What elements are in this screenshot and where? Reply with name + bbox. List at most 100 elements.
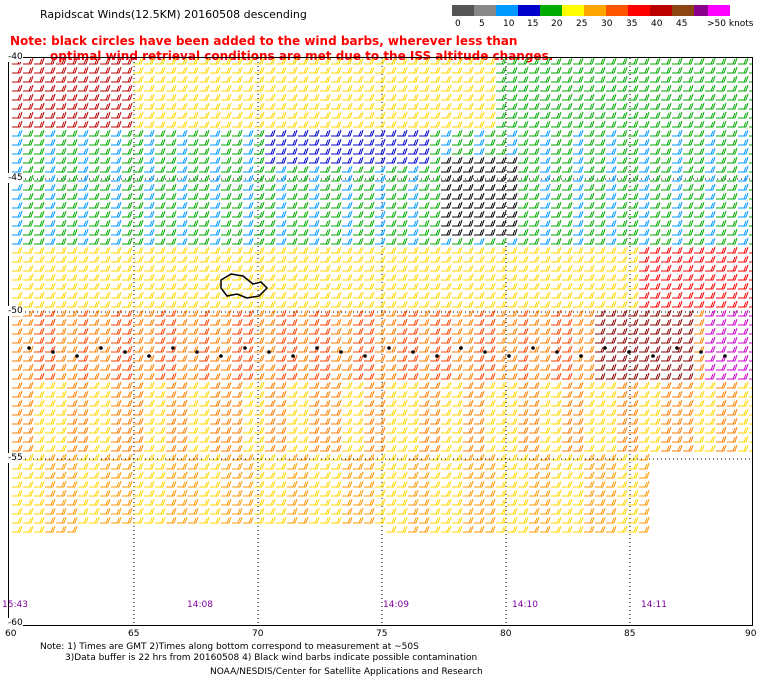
wind-barb <box>188 426 199 434</box>
wind-barb <box>188 120 199 128</box>
wind-barb <box>375 75 386 83</box>
wind-barb <box>298 264 309 272</box>
wind-barb <box>375 84 386 92</box>
wind-barb <box>133 93 144 101</box>
wind-barb <box>342 489 353 497</box>
wind-barb <box>672 192 683 200</box>
wind-barb <box>606 228 617 236</box>
wind-barb <box>408 453 419 461</box>
wind-barb <box>650 327 661 335</box>
wind-barb <box>364 381 375 389</box>
wind-barb <box>45 129 56 137</box>
wind-barb <box>276 192 287 200</box>
wind-barb <box>628 264 639 272</box>
wind-barb <box>727 273 738 281</box>
wind-barb <box>342 417 353 425</box>
wind-barb <box>694 291 705 299</box>
wind-barb <box>584 426 595 434</box>
wind-barb <box>485 318 496 326</box>
wind-barb <box>331 138 342 146</box>
wind-barb <box>56 435 67 443</box>
wind-barb <box>628 120 639 128</box>
wind-barb <box>155 354 166 362</box>
wind-barb <box>584 435 595 443</box>
wind-barb <box>551 399 562 407</box>
wind-barb <box>540 174 551 182</box>
wind-barb <box>166 66 177 74</box>
wind-barb <box>463 147 474 155</box>
wind-barb <box>595 345 606 353</box>
wind-barb <box>155 138 166 146</box>
wind-barb <box>485 516 496 524</box>
wind-barb <box>628 309 639 317</box>
wind-barb <box>694 318 705 326</box>
wind-barb <box>595 318 606 326</box>
wind-barb <box>265 264 276 272</box>
wind-barb <box>89 489 100 497</box>
wind-barb <box>210 183 221 191</box>
wind-barb <box>34 147 45 155</box>
wind-barb <box>353 381 364 389</box>
wind-barb <box>606 453 617 461</box>
wind-barb <box>287 507 298 515</box>
wind-barb <box>320 138 331 146</box>
wind-barb <box>342 318 353 326</box>
wind-barb <box>595 273 606 281</box>
wind-barb <box>243 201 254 209</box>
wind-barb <box>100 111 111 119</box>
wind-barb <box>111 480 122 488</box>
wind-barb <box>122 489 133 497</box>
wind-barb <box>584 58 595 65</box>
wind-barb <box>78 453 89 461</box>
time-label: 14:10 <box>512 600 538 610</box>
wind-barb <box>133 363 144 371</box>
wind-barb <box>144 399 155 407</box>
wind-barb <box>23 273 34 281</box>
wind-barb <box>496 282 507 290</box>
wind-barb <box>507 435 518 443</box>
wind-barb <box>364 282 375 290</box>
wind-barb <box>67 489 78 497</box>
wind-barb <box>705 75 716 83</box>
wind-barb <box>276 327 287 335</box>
wind-barb <box>56 516 67 524</box>
wind-barb <box>320 507 331 515</box>
wind-barb <box>386 129 397 137</box>
wind-barb <box>419 345 430 353</box>
wind-barb <box>331 147 342 155</box>
wind-barb <box>738 75 749 83</box>
wind-barb <box>397 237 408 245</box>
wind-barb <box>606 255 617 263</box>
wind-barb <box>133 129 144 137</box>
wind-barb <box>298 516 309 524</box>
wind-barb <box>287 489 298 497</box>
wind-barb <box>518 435 529 443</box>
wind-barb <box>331 84 342 92</box>
wind-barb <box>507 120 518 128</box>
wind-barb <box>727 417 738 425</box>
scale-swatch-9 <box>650 5 672 16</box>
wind-barb <box>496 462 507 470</box>
wind-barb <box>199 111 210 119</box>
wind-barb <box>551 282 562 290</box>
wind-barb <box>749 243 752 245</box>
wind-barb <box>375 237 386 245</box>
wind-barb <box>221 102 232 110</box>
wind-barb <box>661 381 672 389</box>
wind-barb <box>419 102 430 110</box>
wind-barb <box>298 237 309 245</box>
wind-barb <box>254 417 265 425</box>
wind-barb <box>573 156 584 164</box>
wind-barb <box>661 408 672 416</box>
wind-barb <box>23 75 34 83</box>
wind-barb <box>606 264 617 272</box>
wind-barb <box>496 147 507 155</box>
wind-barb <box>496 363 507 371</box>
wind-barb <box>56 453 67 461</box>
wind-barb <box>144 84 155 92</box>
wind-barb <box>122 273 133 281</box>
wind-barb <box>430 165 441 173</box>
wind-barb <box>243 219 254 227</box>
wind-barb <box>56 111 67 119</box>
wind-barb <box>441 246 452 254</box>
